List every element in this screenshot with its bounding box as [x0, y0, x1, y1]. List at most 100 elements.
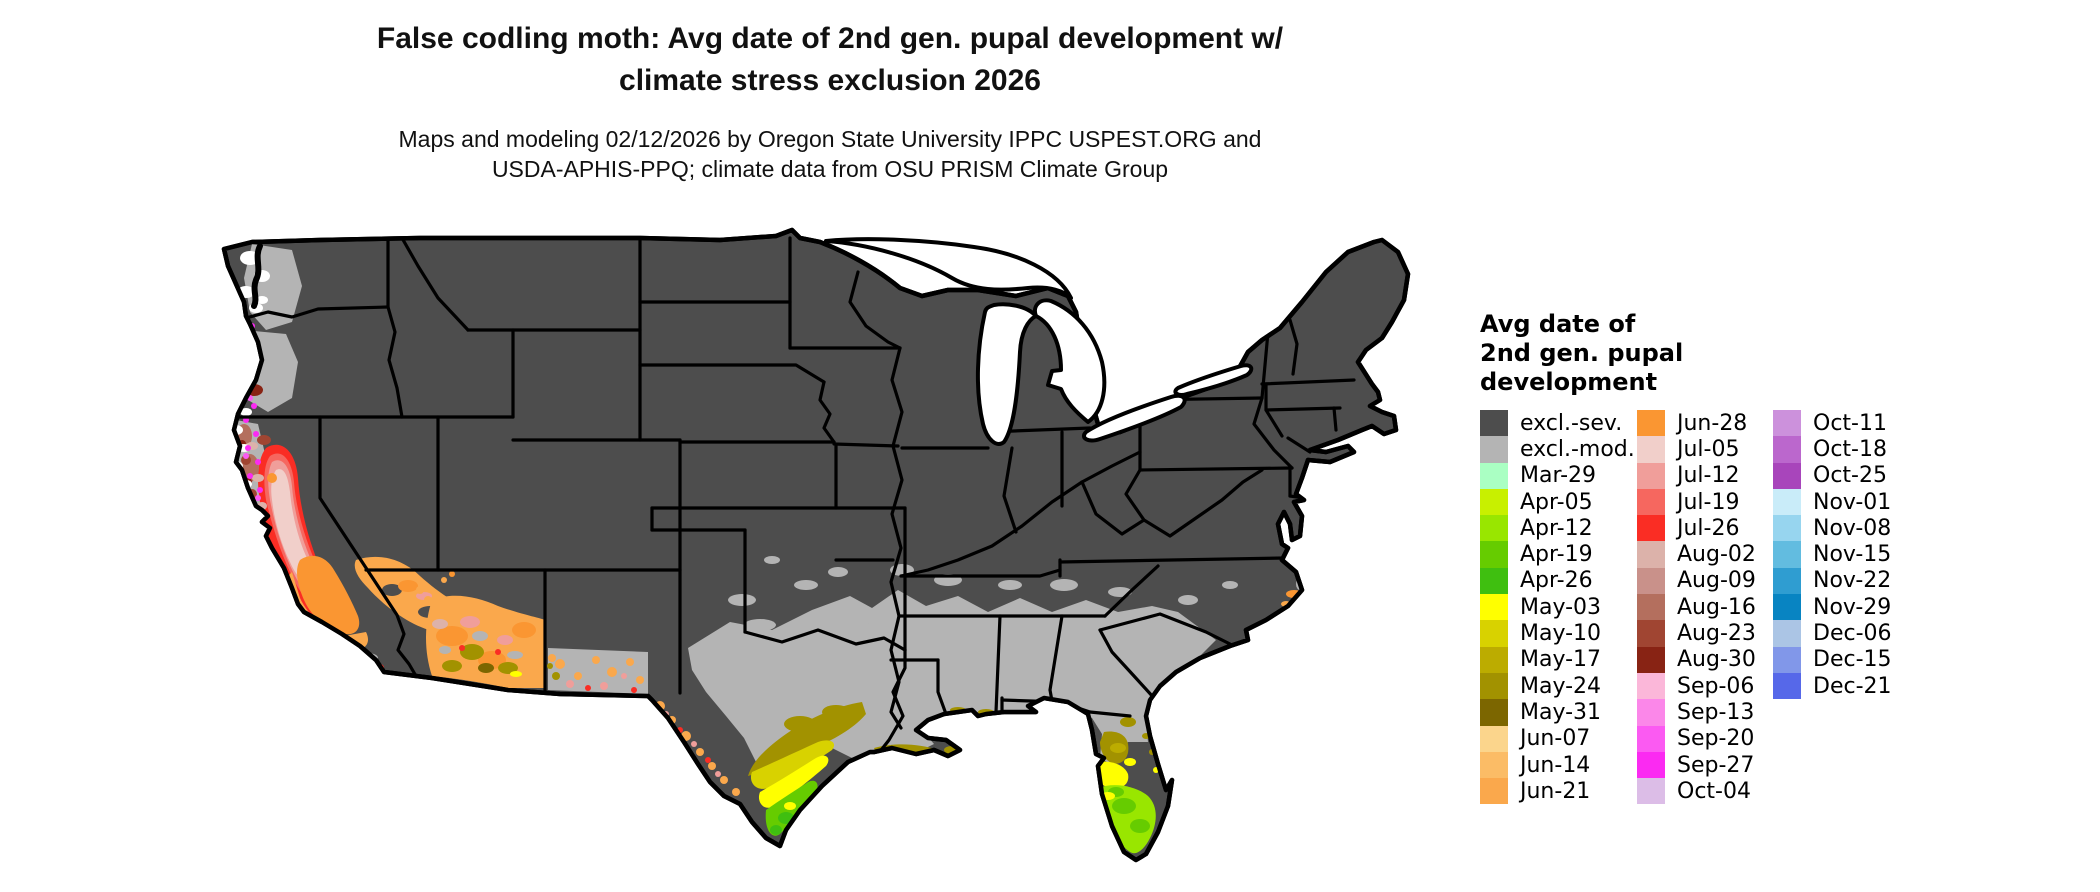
state-border-line: [1260, 378, 1356, 386]
legend-swatch: [1637, 410, 1665, 437]
state-border-line: [936, 658, 948, 716]
legend-label: Apr-26: [1520, 568, 1593, 594]
legend-label: Dec-21: [1813, 673, 1892, 699]
legend-swatch: [1637, 567, 1665, 595]
legend-label: May-10: [1520, 621, 1602, 647]
legend-label: excl.-sev.: [1520, 410, 1623, 436]
state-border-line: [1080, 480, 1146, 536]
map-speckle: [636, 676, 644, 684]
legend-label: Jul-19: [1677, 489, 1740, 515]
legend-swatch: [1773, 436, 1801, 463]
legend-swatch: [1773, 646, 1801, 673]
map-speckle: [245, 347, 251, 353]
state-border-line: [1098, 628, 1156, 700]
legend-item: Nov-08: [1773, 515, 1892, 542]
legend-label: Apr-05: [1520, 489, 1593, 515]
legend-item: May-10: [1480, 620, 1635, 647]
legend-label: May-03: [1520, 594, 1602, 620]
state-border-line: [1103, 564, 1160, 618]
map-speckle: [237, 333, 243, 339]
state-border-line: [1058, 556, 1286, 564]
map-speckle: [245, 445, 251, 451]
state-border-line: [994, 614, 1002, 714]
map-speckle: [764, 556, 780, 564]
legend-swatch: [1637, 699, 1665, 726]
legend-swatch: [1480, 594, 1508, 621]
legend-title-line-2: 2nd gen. pupal: [1480, 339, 1684, 367]
legend-swatch: [1773, 541, 1801, 568]
legend-item: Jun-28: [1637, 410, 1756, 437]
legend-item: Sep-13: [1637, 699, 1756, 726]
legend-label: Jun-14: [1520, 752, 1591, 778]
legend-swatch: [1773, 410, 1801, 437]
legend-swatch: [1773, 620, 1801, 647]
legend-item: Dec-15: [1773, 646, 1892, 673]
state-border-line: [889, 346, 904, 730]
legend-item: Dec-21: [1773, 672, 1892, 700]
us-map: [221, 227, 1411, 863]
map-speckle: [255, 459, 261, 465]
great-lakes: [824, 237, 1254, 446]
legend-swatch: [1773, 594, 1801, 621]
legend-item: Jun-14: [1480, 751, 1635, 779]
map-speckle: [998, 580, 1022, 590]
map-speckle: [323, 649, 329, 655]
map-speckle: [708, 762, 716, 770]
map-speckle: [1178, 595, 1198, 605]
state-border-line: [244, 305, 390, 320]
map-speckle: [744, 619, 776, 631]
map-speckle: [251, 403, 257, 409]
legend-item: May-03: [1480, 594, 1635, 621]
state-border-line: [1264, 382, 1284, 438]
legend-swatch: [1480, 436, 1508, 463]
lake-michigan: [975, 302, 1038, 446]
legend-label: Aug-02: [1677, 542, 1756, 568]
legend-label: Oct-18: [1813, 436, 1887, 462]
figure-title: False codling moth: Avg date of 2nd gen.…: [230, 18, 1430, 102]
legend-item: Apr-19: [1480, 541, 1635, 568]
legend-item: Sep-27: [1637, 751, 1756, 779]
legend-item: Nov-29: [1773, 594, 1892, 621]
map-speckle: [621, 673, 627, 679]
legend-item: Aug-30: [1637, 646, 1756, 673]
map-speckle: [631, 687, 637, 693]
legend-item: Jul-19: [1637, 488, 1756, 516]
legend-item: May-31: [1480, 699, 1635, 726]
map-speckle: [253, 431, 259, 437]
legend-label: Oct-25: [1813, 463, 1887, 489]
legend-label: Aug-16: [1677, 594, 1756, 620]
legend-swatch: [1480, 778, 1508, 805]
state-border-line: [832, 442, 900, 448]
map-speckle: [592, 656, 600, 664]
legend-column: Oct-11 Oct-18 Oct-25 Nov-01 Nov-08 Nov-15 Nov-…: [1773, 410, 1892, 700]
legend-label: Jun-28: [1677, 410, 1748, 436]
lake-ontario: [1173, 363, 1254, 397]
legend-item: Mar-29: [1480, 462, 1635, 489]
legend-swatch: [1480, 751, 1508, 779]
state-border-line: [1098, 612, 1236, 648]
legend-label: Mar-29: [1520, 463, 1597, 489]
map-speckle: [329, 647, 335, 653]
lake-erie: [1082, 393, 1187, 443]
legend-title: Avg date of 2nd gen. pupal development: [1480, 310, 1920, 397]
legend-swatch: [1773, 567, 1801, 595]
map-speckle: [728, 594, 756, 606]
legend-item: excl.-mod.: [1480, 436, 1635, 463]
map-speckle: [259, 557, 265, 563]
map-speckle: [547, 663, 553, 669]
legend-item: Apr-12: [1480, 515, 1635, 542]
legend-label: Nov-22: [1813, 568, 1892, 594]
state-border-line: [1264, 406, 1342, 412]
legend-item: Sep-06: [1637, 672, 1756, 700]
legend-item: Oct-18: [1773, 436, 1892, 463]
state-border-line: [899, 568, 1062, 578]
map-speckle: [267, 571, 273, 577]
legend-swatch: [1637, 541, 1665, 568]
map-speckle: [794, 580, 818, 590]
subtitle-line-2: USDA-APHIS-PPQ; climate data from OSU PR…: [491, 156, 1169, 182]
legend-item: Apr-26: [1480, 567, 1635, 595]
legend-item: Nov-15: [1773, 541, 1892, 568]
map-speckle: [295, 633, 301, 639]
map-speckle: [309, 645, 315, 651]
